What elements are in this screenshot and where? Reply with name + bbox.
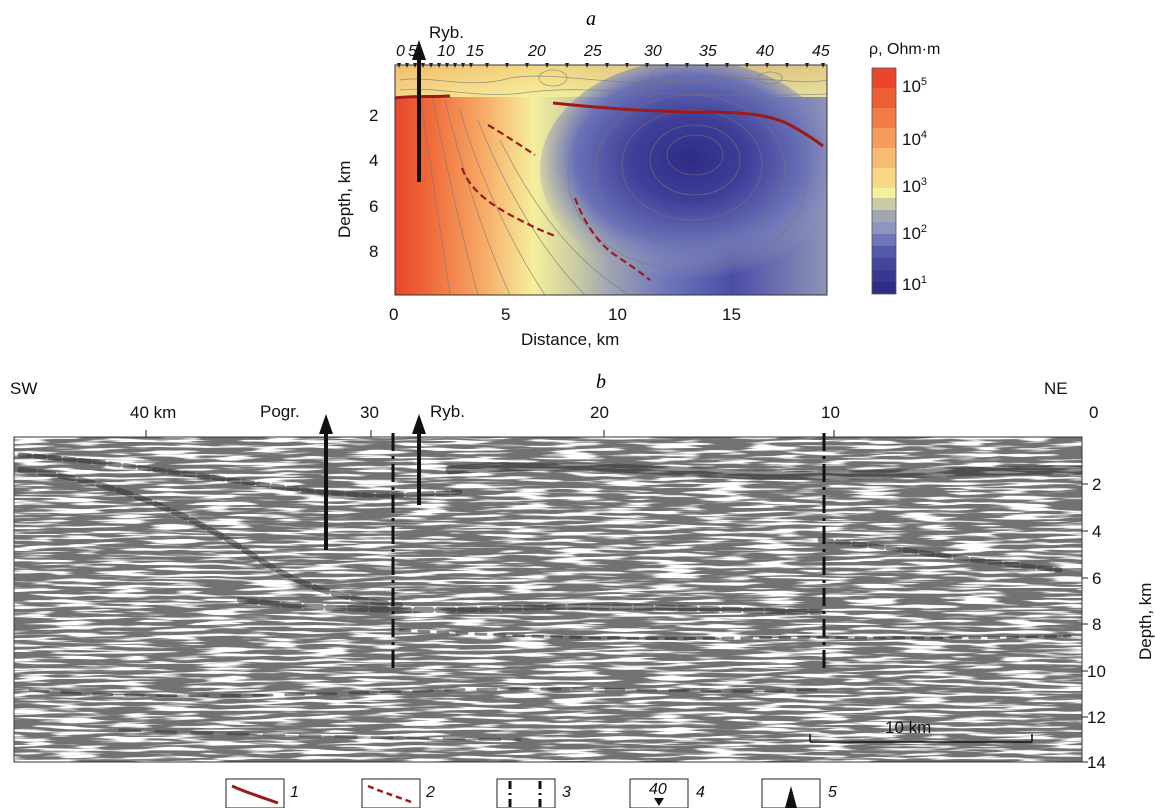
legend: 1 2 3 40 4 5 xyxy=(225,778,837,808)
colorbar xyxy=(871,67,897,295)
top-tick: 30 xyxy=(360,403,379,422)
well-label: Ryb. xyxy=(429,23,464,42)
y-tick: 6 xyxy=(369,197,378,216)
dashed-boundary-icon xyxy=(367,784,415,805)
direction-sw: SW xyxy=(10,379,37,398)
panel-a-frame xyxy=(394,64,828,296)
svg-text:105: 105 xyxy=(902,76,927,96)
depth-tick: 6 xyxy=(1092,569,1101,588)
legend-num: 3 xyxy=(562,784,571,801)
depth-tick: 14 xyxy=(1087,753,1106,772)
depth-tick: 4 xyxy=(1092,522,1101,541)
station-label: 20 xyxy=(527,43,546,60)
panel-a-label: a xyxy=(586,8,596,30)
station-markers xyxy=(397,63,825,68)
borehole-arrow-icon xyxy=(785,786,797,808)
direction-ne: NE xyxy=(1044,379,1068,398)
panel-b-label: b xyxy=(596,371,606,393)
top-tick: 20 xyxy=(590,403,609,422)
panel-b-frame xyxy=(13,436,1083,763)
x-tick: 0 xyxy=(389,305,398,324)
colorbar-title: ρ, Ohm·m xyxy=(869,41,940,58)
station-label: 35 xyxy=(699,43,717,60)
seismic-section xyxy=(14,437,1082,762)
y-axis-title: Depth, km xyxy=(335,161,354,238)
well-label-pogr: Pogr. xyxy=(260,402,300,421)
svg-text:104: 104 xyxy=(902,129,927,149)
legend-station-sample: 40 xyxy=(649,781,667,798)
fault-lines xyxy=(391,433,826,670)
solid-boundary-icon xyxy=(231,784,279,805)
station-label: 30 xyxy=(644,43,662,60)
station-label: 40 xyxy=(756,43,774,60)
station-label: 15 xyxy=(466,43,484,60)
top-tick: 40 km xyxy=(130,403,176,422)
station-label: 5 xyxy=(408,43,417,60)
x-tick: 5 xyxy=(501,305,510,324)
panel-a-y-ticks: 2 4 6 8 xyxy=(369,106,378,261)
fault-dashdot-icon xyxy=(508,781,542,808)
colorbar-ticks: 105 104 103 102 101 xyxy=(902,76,927,294)
resistivity-section xyxy=(395,65,827,295)
borehole-ryb-icon xyxy=(412,414,426,505)
station-label: 10 xyxy=(437,43,455,60)
depth-zero: 0 xyxy=(1089,403,1098,422)
svg-text:101: 101 xyxy=(902,274,927,294)
depth-tick: 2 xyxy=(1092,475,1101,494)
legend-num: 2 xyxy=(425,784,435,801)
x-tick: 10 xyxy=(608,305,627,324)
panel-a-x-ticks: 0 5 10 15 xyxy=(389,305,741,324)
borehole-pogr-icon xyxy=(319,414,333,550)
scale-bar xyxy=(809,734,1033,743)
depth-tick: 12 xyxy=(1087,708,1106,727)
legend-num: 4 xyxy=(696,784,705,801)
y-tick: 4 xyxy=(369,151,378,170)
legend-num: 5 xyxy=(828,784,837,801)
panel-b-top-ticks: 40 km 30 20 10 0 xyxy=(130,403,1098,437)
top-tick: 10 xyxy=(821,403,840,422)
y-tick: 8 xyxy=(369,242,378,261)
station-label: 25 xyxy=(583,43,602,60)
svg-text:103: 103 xyxy=(902,176,927,196)
borehole-arrow-icon xyxy=(412,40,426,182)
station-label: 45 xyxy=(812,43,830,60)
station-label: 0 xyxy=(396,43,405,60)
station-labels: 0 5 10 15 20 25 30 35 40 45 xyxy=(396,43,830,60)
depth-tick: 8 xyxy=(1092,615,1101,634)
depth-tick: 10 xyxy=(1087,662,1106,681)
svg-text:102: 102 xyxy=(902,223,927,243)
x-axis-title: Distance, km xyxy=(521,330,619,349)
y-tick: 2 xyxy=(369,106,378,125)
station-triangle-icon xyxy=(654,798,664,806)
panel-b-y-axis-title: Depth, km xyxy=(1136,583,1155,660)
legend-num: 1 xyxy=(290,784,299,801)
panel-b-depth-ticks: 2 4 6 8 10 12 14 xyxy=(1082,475,1106,772)
x-tick: 15 xyxy=(722,305,741,324)
well-label-ryb: Ryb. xyxy=(430,402,465,421)
scale-bar-label: 10 km xyxy=(885,718,931,737)
